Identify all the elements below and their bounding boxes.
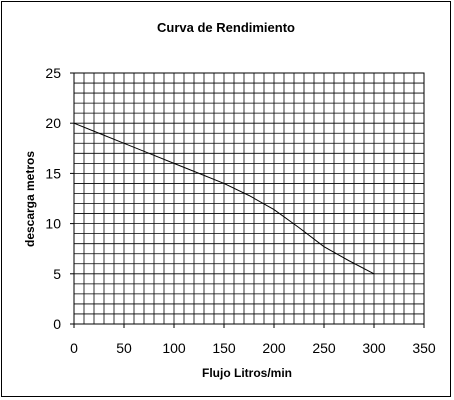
x-axis-ticks: 0 50 100 150 200 250 300 350 xyxy=(70,324,436,356)
series-layer xyxy=(73,122,375,275)
chart-title: Curva de Rendimiento xyxy=(157,20,295,35)
y-tick-label: 20 xyxy=(45,115,61,131)
grid-minor xyxy=(73,72,425,325)
series-line xyxy=(73,122,375,275)
x-axis-label: Flujo Litros/min xyxy=(202,366,292,380)
y-tick-label: 5 xyxy=(53,266,61,282)
x-tick-label: 250 xyxy=(312,340,336,356)
x-tick-label: 200 xyxy=(262,340,286,356)
y-tick-label: 25 xyxy=(45,65,61,81)
x-tick-label: 100 xyxy=(162,340,186,356)
y-tick-label: 10 xyxy=(45,216,61,232)
x-tick-label: 300 xyxy=(362,340,386,356)
y-axis-ticks: 0 5 10 15 20 25 xyxy=(45,65,74,332)
y-tick-label: 15 xyxy=(45,165,61,181)
x-tick-label: 150 xyxy=(212,340,236,356)
x-tick-label: 350 xyxy=(412,340,436,356)
x-tick-label: 0 xyxy=(70,340,78,356)
y-axis-label: descarga metros xyxy=(23,151,37,247)
y-tick-label: 0 xyxy=(53,316,61,332)
plot-area xyxy=(73,72,425,325)
x-tick-label: 50 xyxy=(116,340,132,356)
